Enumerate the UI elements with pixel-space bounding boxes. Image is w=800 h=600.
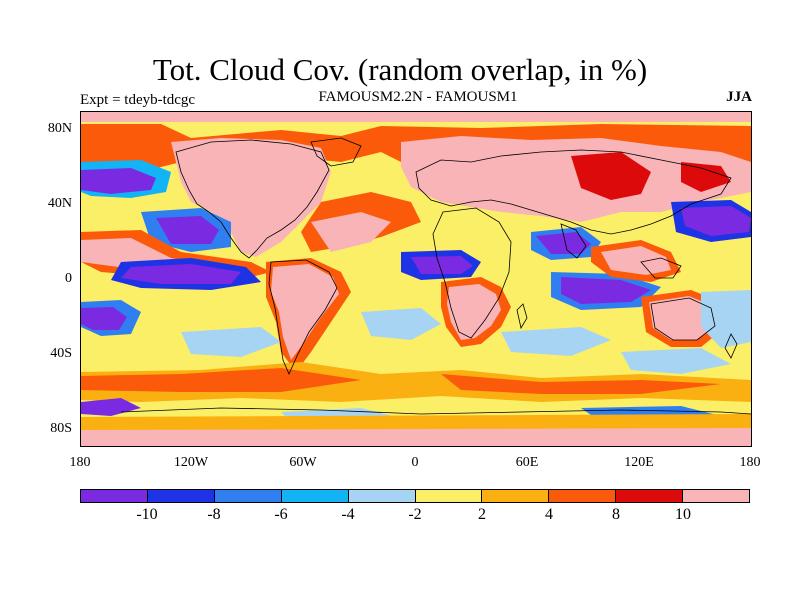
colorbar <box>80 489 750 503</box>
experiment-label: Expt = tdeyb-tdcgc <box>80 92 196 108</box>
lat-label-0: 0 <box>65 271 72 286</box>
lon-label-60e: 60E <box>515 455 539 470</box>
colorbar-box <box>683 490 750 502</box>
colorbar-box <box>81 490 148 502</box>
colorbar-box <box>415 490 483 502</box>
lon-label-0: 0 <box>411 455 419 470</box>
lon-label-180w: 180 <box>69 455 91 470</box>
season-label: JJA <box>726 89 752 105</box>
colorbar-label: -10 <box>136 506 158 523</box>
colorbar-box <box>348 490 416 502</box>
model-difference-label: FAMOUSM2.2N - FAMOUSM1 <box>318 89 518 105</box>
lon-label-180e: 180 <box>739 455 761 470</box>
colorbar-label: 2 <box>478 506 486 523</box>
lat-label-40n: 40N <box>47 196 72 211</box>
map-title: Tot. Cloud Cov. (random overlap, in %) <box>152 52 648 87</box>
contour-map <box>80 111 752 447</box>
lon-label-120w: 120W <box>173 455 209 470</box>
colorbar-label: 4 <box>545 506 553 523</box>
colorbar-box <box>147 490 215 502</box>
colorbar-label: -4 <box>341 506 355 523</box>
colorbar-box <box>482 490 550 502</box>
colorbar-box <box>549 490 617 502</box>
colorbar-label: -2 <box>408 506 422 523</box>
lat-label-80n: 80N <box>47 121 72 136</box>
lon-label-120e: 120E <box>624 455 654 470</box>
lat-label-80s: 80S <box>50 421 72 436</box>
colorbar-label: 8 <box>612 506 620 523</box>
lat-label-40s: 40S <box>50 346 72 361</box>
colorbar-label: -6 <box>274 506 288 523</box>
colorbar-box <box>616 490 684 502</box>
colorbar-label: 10 <box>675 506 691 523</box>
lon-label-60w: 60W <box>289 455 317 470</box>
colorbar-box <box>214 490 282 502</box>
colorbar-label: -8 <box>207 506 221 523</box>
colorbar-box <box>281 490 349 502</box>
